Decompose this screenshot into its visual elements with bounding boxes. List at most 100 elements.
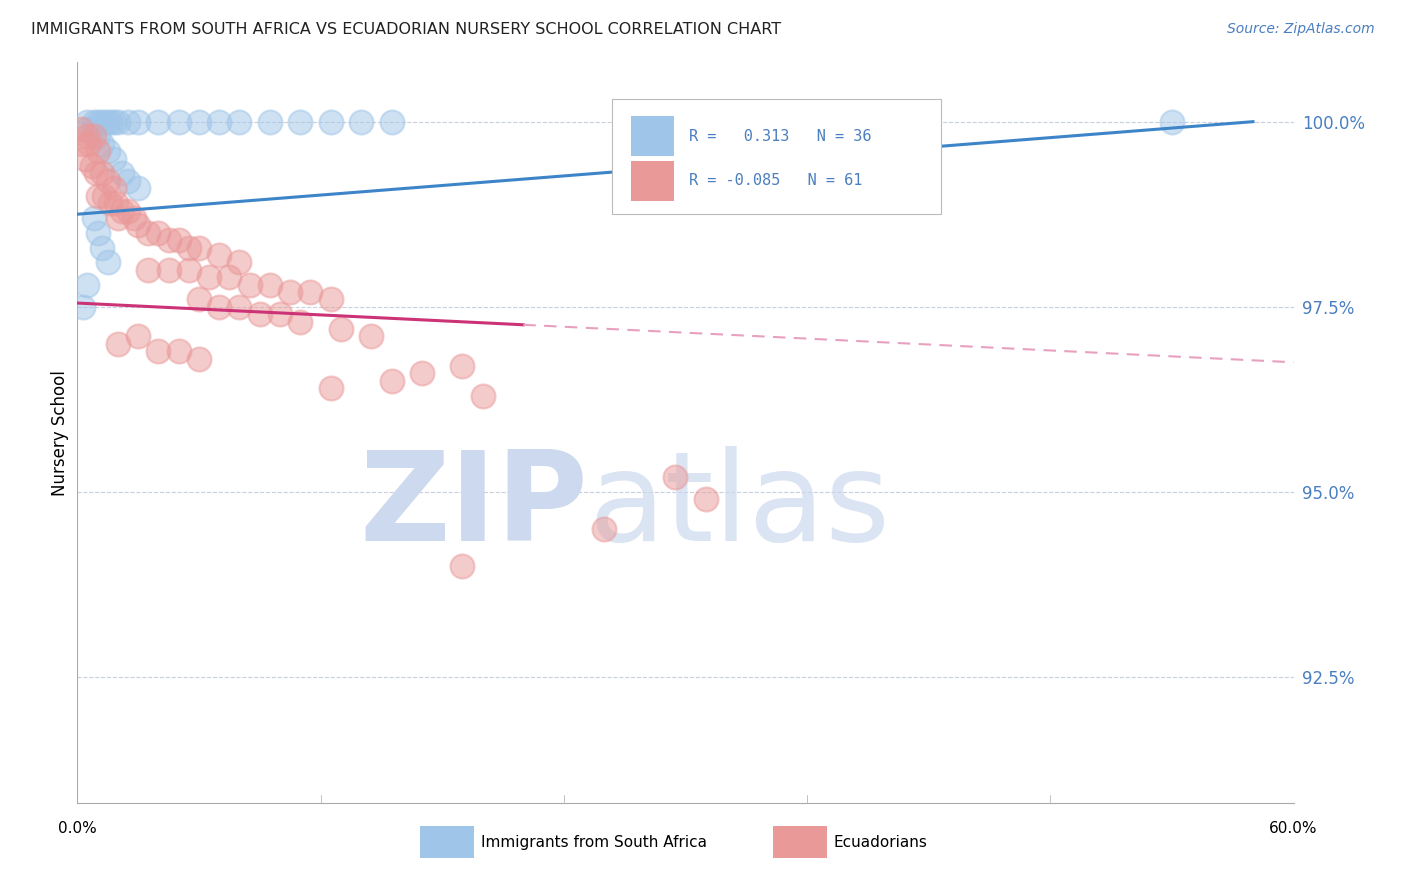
Point (228, 255, 250, 269)
Point (86, 129, 108, 144)
Point (70, 122, 93, 136)
Point (117, 174, 139, 188)
Point (103, 181, 125, 195)
Point (111, 167, 134, 181)
Point (72, 136, 94, 151)
Point (148, 114, 170, 128)
Point (148, 344, 170, 359)
Point (98, 196, 121, 211)
Point (664, 470, 686, 484)
Point (76, 277, 98, 292)
Point (188, 241, 211, 255)
Point (76, 122, 98, 136)
Point (86, 188, 108, 202)
Point (208, 248, 231, 262)
Point (104, 196, 127, 211)
Point (167, 114, 190, 128)
Point (249, 307, 271, 321)
Point (136, 226, 159, 240)
Point (218, 270, 240, 285)
Point (167, 233, 190, 247)
Point (76, 129, 98, 144)
Point (471, 389, 494, 403)
Point (329, 322, 352, 336)
Point (79, 136, 101, 151)
Point (94, 114, 117, 128)
Point (117, 203, 139, 218)
Point (188, 293, 211, 307)
Point (1161, 114, 1184, 128)
Point (299, 285, 322, 299)
Point (319, 293, 342, 307)
Point (380, 114, 402, 128)
Point (111, 203, 134, 218)
Point (86, 145, 108, 159)
Point (90, 167, 112, 181)
Text: atlas: atlas (588, 446, 890, 567)
Point (103, 114, 125, 128)
Point (360, 329, 382, 343)
Point (290, 114, 312, 128)
Point (83, 114, 105, 128)
Text: Ecuadorians: Ecuadorians (834, 835, 928, 850)
FancyBboxPatch shape (613, 99, 941, 214)
Point (98, 114, 121, 128)
Point (83, 122, 105, 136)
Point (90, 114, 112, 128)
Point (97, 174, 120, 188)
Text: IMMIGRANTS FROM SOUTH AFRICA VS ECUADORIAN NURSERY SCHOOL CORRELATION CHART: IMMIGRANTS FROM SOUTH AFRICA VS ECUADORI… (31, 22, 782, 37)
Y-axis label: Nursery School: Nursery School (51, 369, 69, 496)
Point (198, 270, 221, 285)
Text: 60.0%: 60.0% (1270, 822, 1317, 837)
Point (93, 188, 115, 202)
Point (157, 233, 180, 247)
Point (90, 136, 112, 151)
Point (127, 114, 149, 128)
Text: R = -0.085   N = 61: R = -0.085 N = 61 (689, 173, 862, 188)
Point (319, 114, 342, 128)
Point (177, 262, 200, 277)
Point (90, 241, 112, 255)
Point (188, 351, 211, 366)
Text: R =   0.313   N = 36: R = 0.313 N = 36 (689, 129, 872, 144)
Point (228, 114, 250, 128)
FancyBboxPatch shape (773, 826, 827, 858)
Point (80, 159, 103, 173)
Point (84, 167, 107, 181)
Point (75, 152, 97, 166)
FancyBboxPatch shape (631, 161, 675, 201)
FancyBboxPatch shape (631, 117, 675, 156)
Point (72, 300, 94, 314)
Point (593, 522, 616, 536)
Point (188, 114, 211, 128)
Point (239, 277, 262, 292)
Text: 0.0%: 0.0% (58, 822, 97, 837)
Point (107, 114, 129, 128)
Point (269, 307, 291, 321)
Text: Immigrants from South Africa: Immigrants from South Africa (481, 835, 707, 850)
Point (83, 129, 105, 144)
Point (259, 277, 281, 292)
Text: ZIP: ZIP (360, 446, 588, 567)
Point (411, 367, 433, 381)
Point (177, 241, 200, 255)
Point (86, 114, 108, 128)
Point (228, 300, 250, 314)
Point (83, 211, 105, 225)
Point (319, 381, 342, 395)
Point (167, 344, 190, 359)
Point (117, 114, 139, 128)
Point (278, 285, 301, 299)
Point (380, 374, 402, 388)
Point (107, 211, 129, 225)
Point (208, 300, 231, 314)
Point (86, 226, 108, 240)
Point (451, 359, 474, 373)
Point (451, 558, 474, 573)
Point (97, 255, 120, 269)
Point (76, 114, 98, 128)
Point (350, 114, 373, 128)
Point (695, 492, 717, 507)
Point (259, 114, 281, 128)
Point (103, 152, 125, 166)
